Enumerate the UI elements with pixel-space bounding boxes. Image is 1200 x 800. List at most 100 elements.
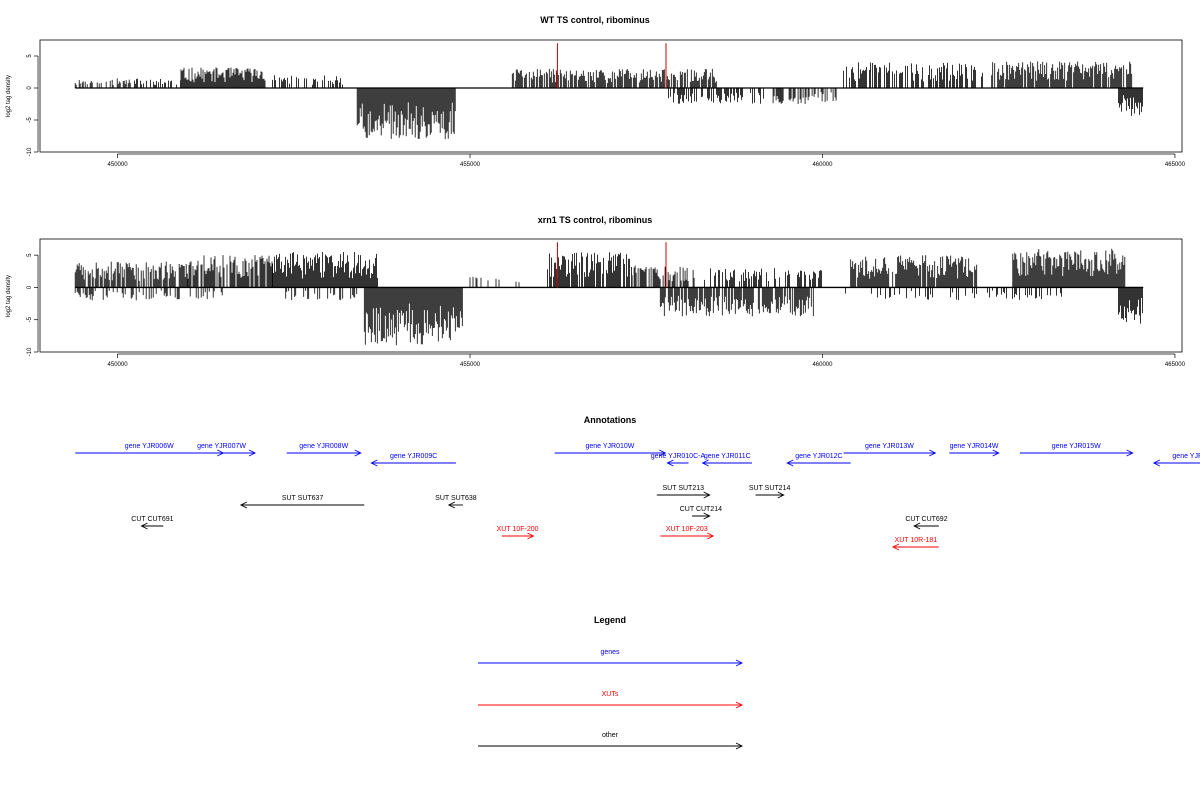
- feature-arrowhead: [239, 501, 248, 509]
- feature-label: CUT CUT691: [131, 516, 173, 523]
- feature-label: gene YJR012C: [795, 453, 842, 460]
- y-axis: 5 0 -5 -10: [27, 253, 39, 356]
- legend-label: genes: [600, 649, 620, 656]
- panel-wt: WT TS control, ribominus log2 tag densit…: [6, 15, 1186, 168]
- panel-title: xrn1 TS control, ribominus: [538, 215, 653, 225]
- feature-arrowhead: [659, 449, 667, 457]
- legend-entry: other: [478, 732, 744, 750]
- annotation-feature: XUT 10F-203: [660, 526, 715, 540]
- feature-arrowhead: [992, 449, 1000, 457]
- feature-arrowhead: [703, 491, 711, 499]
- legend-label: XUTs: [602, 691, 619, 698]
- legend-arrowhead: [735, 742, 744, 750]
- plot-frame: [39, 39, 1183, 153]
- x-axis: 450000 455000 460000 465000: [108, 353, 1186, 368]
- feature-label: gene YJR016C: [1172, 453, 1200, 460]
- annotation-feature: gene YJR013W: [843, 443, 937, 457]
- annotation-feature: gene YJR012C: [786, 453, 851, 467]
- feature-arrowhead: [913, 522, 921, 530]
- feature-label: gene YJR013W: [865, 443, 914, 450]
- legend-label: other: [602, 732, 619, 739]
- x-tick-label: 465000: [1165, 162, 1186, 168]
- annotation-feature: XUT 10F-200: [497, 526, 539, 540]
- feature-arrowhead: [707, 532, 715, 540]
- x-tick-label: 460000: [812, 162, 833, 168]
- feature-arrowhead: [666, 459, 674, 467]
- feature-label: CUT CUT214: [680, 506, 722, 513]
- y-tick-label: -5: [27, 117, 33, 123]
- legend-entry: XUTs: [478, 691, 744, 709]
- feature-arrowhead: [1152, 459, 1161, 467]
- annotation-feature: SUT SUT214: [749, 485, 790, 499]
- feature-label: gene YJR006W: [125, 443, 174, 450]
- feature-label: gene YJR011C: [704, 453, 751, 460]
- annotation-feature: SUT SUT638: [435, 495, 477, 509]
- y-tick-label: -5: [27, 316, 33, 322]
- x-axis: 450000 455000 460000 465000: [108, 153, 1186, 168]
- feature-label: gene YJR007W: [197, 443, 246, 450]
- legend-entry: genes: [478, 649, 744, 667]
- annotation-feature: gene YJR014W: [949, 443, 1000, 457]
- feature-arrowhead: [786, 459, 794, 467]
- feature-label: gene YJR008W: [299, 443, 348, 450]
- y-tick-label: 5: [27, 253, 33, 257]
- bars-group: [74, 242, 1144, 346]
- feature-label: XUT 10F-200: [497, 526, 539, 533]
- y-tick-label: -10: [27, 147, 33, 156]
- x-tick-label: 450000: [108, 162, 129, 168]
- legend-arrowhead: [735, 701, 744, 709]
- feature-arrowhead: [1126, 449, 1134, 457]
- y-tick-label: 5: [27, 54, 33, 58]
- legend-entries: genes XUTs other: [478, 649, 744, 750]
- feature-arrowhead: [777, 491, 785, 499]
- annotation-feature: CUT CUT691: [131, 516, 174, 530]
- annotation-feature: gene YJR010W: [554, 443, 667, 457]
- feature-arrowhead: [248, 449, 257, 457]
- feature-arrowhead: [703, 512, 711, 520]
- feature-label: gene YJR010C-A: [651, 453, 706, 460]
- legend: Legend genes XUTs other: [478, 615, 744, 750]
- feature-label: SUT SUT213: [663, 485, 705, 492]
- annotation-feature: SUT SUT213: [656, 485, 711, 499]
- feature-arrowhead: [929, 449, 937, 457]
- legend-title: Legend: [594, 615, 626, 625]
- annotation-feature: XUT 10R-181: [891, 537, 939, 551]
- annotation-feature: gene YJR016C: [1152, 453, 1200, 467]
- feature-label: gene YJR009C: [390, 453, 437, 460]
- annotation-feature: CUT CUT214: [680, 506, 722, 520]
- feature-label: CUT CUT692: [905, 516, 947, 523]
- panel-title: WT TS control, ribominus: [540, 15, 650, 25]
- feature-label: gene YJR010W: [585, 443, 634, 450]
- x-tick-label: 455000: [460, 162, 481, 168]
- feature-label: gene YJR015W: [1052, 443, 1101, 450]
- feature-label: XUT 10R-181: [895, 537, 938, 544]
- legend-arrowhead: [735, 659, 744, 667]
- panel-xrn1: xrn1 TS control, ribominus log2 tag dens…: [6, 215, 1186, 368]
- feature-label: XUT 10F-203: [666, 526, 708, 533]
- feature-label: gene YJR014W: [950, 443, 999, 450]
- feature-label: SUT SUT638: [435, 495, 477, 502]
- feature-arrowhead: [354, 449, 362, 457]
- annotation-feature: SUT SUT637: [239, 495, 365, 509]
- annotation-feature: gene YJR007W: [188, 443, 257, 457]
- y-axis-label: log2 tag density: [6, 275, 12, 317]
- x-tick-label: 460000: [812, 362, 833, 368]
- bars-group: [74, 43, 1144, 140]
- feature-arrowhead: [527, 532, 535, 540]
- annotation-feature: CUT CUT692: [905, 516, 948, 530]
- annotation-features: gene YJR006W gene YJR007W gene YJR008W gene…: [75, 443, 1200, 551]
- feature-arrowhead: [701, 459, 709, 467]
- feature-arrowhead: [370, 459, 378, 467]
- feature-arrowhead: [140, 522, 148, 530]
- annotation-feature: gene YJR015W: [1019, 443, 1134, 457]
- y-axis-label: log2 tag density: [6, 75, 12, 117]
- annotation-feature: gene YJR010C-A: [651, 453, 706, 467]
- plot-frame: [39, 238, 1183, 353]
- x-tick-label: 455000: [460, 362, 481, 368]
- annotations-track: Annotations gene YJR006W gene YJR007W gene…: [75, 415, 1200, 551]
- y-tick-label: -10: [27, 347, 33, 356]
- y-tick-label: 0: [27, 285, 33, 289]
- feature-label: SUT SUT637: [282, 495, 324, 502]
- y-axis: 5 0 -5 -10: [27, 54, 39, 156]
